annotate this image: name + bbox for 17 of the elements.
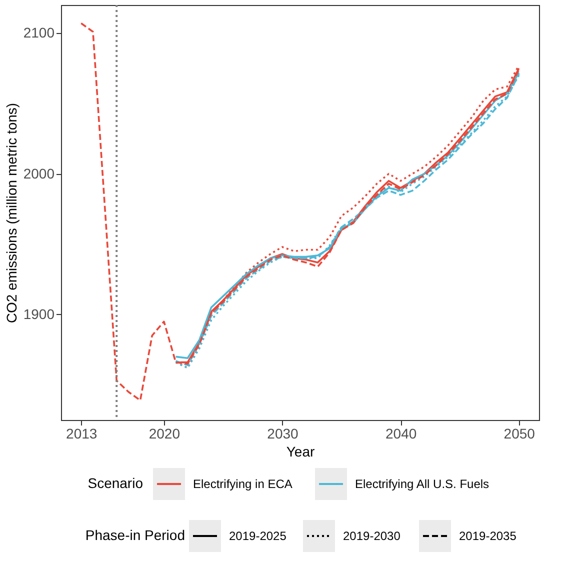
x-tick-label: 2013 xyxy=(66,426,98,442)
legend-label: Electrifying in ECA xyxy=(193,477,292,491)
y-tick-label: 2000 xyxy=(23,165,55,182)
text: 2019-2025 xyxy=(229,529,287,543)
y-axis-title: CO2 emissions (million metric tons) xyxy=(3,102,20,324)
y-tick-label: 1900 xyxy=(23,306,55,322)
x-axis-title: Year xyxy=(286,444,315,460)
x-tick-label: 2040 xyxy=(385,426,417,442)
x-tick-label: 2020 xyxy=(148,426,180,442)
text: Phase-in Period xyxy=(85,527,185,543)
y-tick-label: 2100 xyxy=(23,24,55,41)
x-tick-label: 2050 xyxy=(504,426,536,442)
text: 2019-2035 xyxy=(459,529,517,543)
text: 2019-2030 xyxy=(343,529,401,543)
legend-label: Electrifying All U.S. Fuels xyxy=(355,477,490,491)
text: Scenario xyxy=(88,475,143,491)
x-tick-label: 2030 xyxy=(267,426,299,442)
